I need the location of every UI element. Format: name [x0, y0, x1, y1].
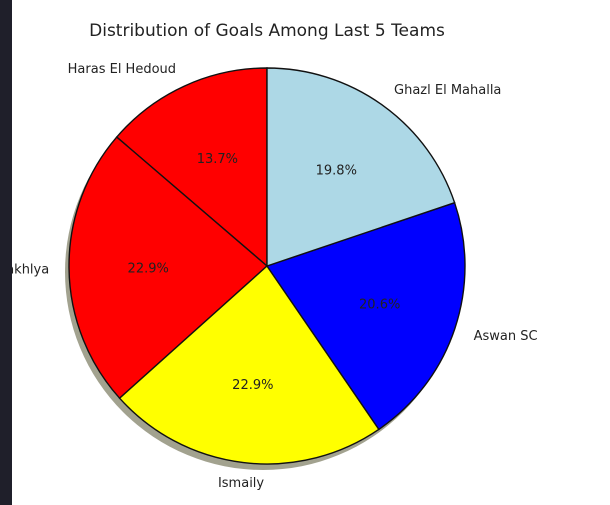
- pie-category-label: El Dakhlya: [12, 262, 49, 277]
- pie-percent-label: 22.9%: [128, 261, 169, 276]
- chart-panel: Distribution of Goals Among Last 5 Teams…: [12, 0, 610, 505]
- pie-slice: [266, 67, 456, 267]
- pie-slice: [265, 201, 466, 431]
- pie-percent-label: 13.7%: [197, 152, 238, 167]
- pie-slice: [118, 264, 380, 465]
- pie-category-label: Haras El Hedoud: [68, 62, 176, 77]
- pie-category-label: Ghazl El Mahalla: [394, 83, 501, 98]
- pie-slices: [68, 67, 466, 465]
- chart-title: Distribution of Goals Among Last 5 Teams: [89, 21, 445, 41]
- pie-chart: Distribution of Goals Among Last 5 Teams…: [12, 21, 538, 491]
- pie-labels: 13.7% Haras El Hedoud 22.9% El Dakhlya 22.9%…: [12, 62, 538, 491]
- pie-percent-label: 20.6%: [359, 298, 400, 313]
- pie-percent-label: 22.9%: [232, 378, 273, 393]
- pie-category-label: Ismaily: [218, 476, 264, 491]
- pie-slice: [68, 136, 269, 400]
- pie-category-label: Aswan SC: [474, 329, 538, 344]
- pie-slice: [115, 67, 268, 268]
- pie-percent-label: 19.8%: [316, 163, 357, 178]
